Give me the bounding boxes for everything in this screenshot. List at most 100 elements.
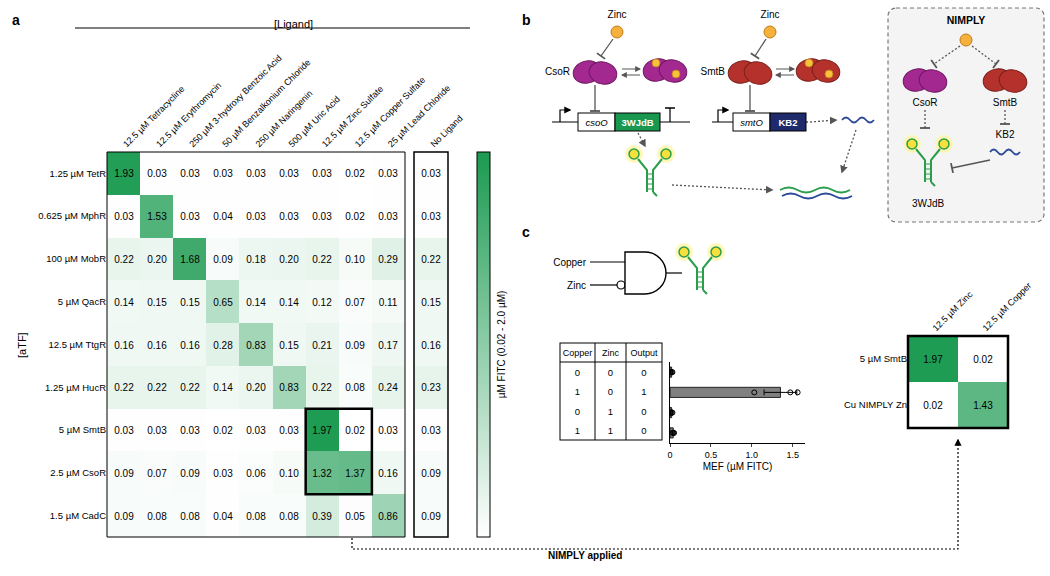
svg-text:12.5 µM Tetracycline: 12.5 µM Tetracycline	[121, 84, 186, 149]
svg-text:1: 1	[575, 386, 580, 397]
svg-text:0.5: 0.5	[705, 450, 718, 460]
svg-text:0.08: 0.08	[345, 382, 365, 393]
svg-text:0.02: 0.02	[213, 425, 233, 436]
svg-text:0.28: 0.28	[213, 340, 233, 351]
svg-text:0.09: 0.09	[421, 468, 441, 479]
svg-text:0.02: 0.02	[923, 400, 943, 411]
svg-text:500 µM Uric Acid: 500 µM Uric Acid	[287, 94, 342, 149]
svg-text:5 µM SmtB: 5 µM SmtB	[59, 424, 106, 435]
svg-text:50 µM Benzalkonium Chloride: 50 µM Benzalkonium Chloride	[220, 57, 312, 149]
svg-text:0: 0	[641, 406, 646, 417]
svg-text:0.03: 0.03	[180, 425, 200, 436]
svg-text:Zinc: Zinc	[602, 348, 620, 358]
svg-text:0.09: 0.09	[180, 468, 200, 479]
svg-text:0.09: 0.09	[421, 511, 441, 522]
svg-text:0.03: 0.03	[114, 425, 134, 436]
svg-text:12.5 µM Erythromycin: 12.5 µM Erythromycin	[154, 80, 223, 149]
svg-text:250 µM 3-hydroxy Benzoic Acid: 250 µM 3-hydroxy Benzoic Acid	[187, 53, 283, 149]
svg-text:0.21: 0.21	[312, 340, 332, 351]
svg-text:0.03: 0.03	[147, 168, 167, 179]
svg-text:0.83: 0.83	[279, 382, 299, 393]
svg-text:Output: Output	[630, 348, 658, 358]
svg-text:0.03: 0.03	[246, 211, 266, 222]
svg-text:0: 0	[575, 367, 580, 378]
svg-text:0.03: 0.03	[378, 168, 398, 179]
svg-text:0.02: 0.02	[345, 425, 365, 436]
svg-text:0.20: 0.20	[246, 382, 266, 393]
svg-text:[aTF]: [aTF]	[16, 332, 28, 358]
svg-text:1: 1	[608, 425, 613, 436]
svg-text:0.06: 0.06	[246, 468, 266, 479]
svg-text:0.29: 0.29	[378, 254, 398, 265]
svg-text:0.22: 0.22	[312, 254, 332, 265]
svg-text:0.02: 0.02	[973, 354, 993, 365]
svg-text:a: a	[12, 12, 20, 28]
svg-text:0.65: 0.65	[213, 297, 233, 308]
svg-text:0.22: 0.22	[312, 382, 332, 393]
svg-text:0.16: 0.16	[114, 340, 134, 351]
svg-text:Zinc: Zinc	[761, 9, 780, 20]
svg-text:Zinc: Zinc	[608, 9, 627, 20]
svg-text:0.07: 0.07	[345, 297, 365, 308]
svg-text:0.10: 0.10	[345, 254, 365, 265]
svg-text:0.625 µM MphR: 0.625 µM MphR	[38, 210, 106, 221]
svg-text:5 µM QacR: 5 µM QacR	[58, 296, 106, 307]
svg-text:smtO: smtO	[740, 117, 763, 128]
svg-text:12.5 µM Copper: 12.5 µM Copper	[981, 280, 1034, 333]
svg-text:1.93: 1.93	[114, 168, 134, 179]
svg-text:0.08: 0.08	[279, 511, 299, 522]
svg-text:0.09: 0.09	[345, 340, 365, 351]
svg-text:0: 0	[608, 367, 613, 378]
svg-text:SmtB: SmtB	[993, 97, 1018, 108]
svg-text:0.16: 0.16	[378, 468, 398, 479]
svg-text:SmtB: SmtB	[701, 66, 726, 77]
svg-text:0.09: 0.09	[213, 254, 233, 265]
svg-text:0.03: 0.03	[246, 425, 266, 436]
svg-text:0.03: 0.03	[213, 168, 233, 179]
svg-text:0.20: 0.20	[279, 254, 299, 265]
svg-text:1.5: 1.5	[786, 450, 799, 460]
svg-text:1: 1	[608, 406, 613, 417]
svg-text:0.15: 0.15	[421, 297, 441, 308]
svg-text:c: c	[522, 224, 530, 240]
svg-text:1.53: 1.53	[147, 211, 167, 222]
svg-text:0.07: 0.07	[147, 468, 167, 479]
svg-text:0.03: 0.03	[246, 168, 266, 179]
svg-text:0: 0	[575, 406, 580, 417]
svg-text:0.14: 0.14	[279, 297, 299, 308]
svg-text:0.03: 0.03	[421, 168, 441, 179]
svg-text:0.08: 0.08	[180, 511, 200, 522]
svg-text:0.04: 0.04	[213, 511, 233, 522]
svg-text:0.20: 0.20	[147, 254, 167, 265]
svg-text:12.5 µM TtgR: 12.5 µM TtgR	[48, 339, 106, 350]
svg-text:0: 0	[667, 450, 672, 460]
svg-text:0.03: 0.03	[279, 425, 299, 436]
svg-text:0: 0	[641, 425, 646, 436]
svg-text:1.43: 1.43	[973, 400, 993, 411]
svg-text:[Ligand]: [Ligand]	[274, 18, 313, 30]
svg-text:5 µM SmtB: 5 µM SmtB	[860, 353, 907, 364]
svg-text:No Ligand: No Ligand	[429, 113, 465, 149]
svg-text:0.03: 0.03	[378, 425, 398, 436]
svg-text:0.08: 0.08	[246, 511, 266, 522]
svg-text:0.22: 0.22	[180, 382, 200, 393]
svg-text:0.23: 0.23	[421, 382, 441, 393]
svg-text:0.11: 0.11	[379, 297, 398, 308]
svg-text:0.15: 0.15	[147, 297, 167, 308]
svg-text:0.83: 0.83	[246, 340, 266, 351]
svg-text:KB2: KB2	[778, 117, 797, 128]
svg-text:0.03: 0.03	[213, 468, 233, 479]
svg-text:1.97: 1.97	[923, 354, 943, 365]
svg-text:Zinc: Zinc	[567, 280, 586, 291]
svg-text:0.03: 0.03	[147, 425, 167, 436]
svg-text:0.86: 0.86	[378, 511, 398, 522]
svg-text:0.03: 0.03	[279, 211, 299, 222]
svg-text:100 µM MobR: 100 µM MobR	[46, 253, 106, 264]
svg-text:3WJdB: 3WJdB	[621, 117, 653, 128]
svg-text:0.08: 0.08	[147, 511, 167, 522]
svg-text:0.04: 0.04	[213, 211, 233, 222]
svg-text:0.03: 0.03	[312, 211, 332, 222]
svg-text:25 µM Lead Chloride: 25 µM Lead Chloride	[386, 83, 452, 149]
svg-text:0.09: 0.09	[114, 468, 134, 479]
svg-text:0: 0	[608, 386, 613, 397]
